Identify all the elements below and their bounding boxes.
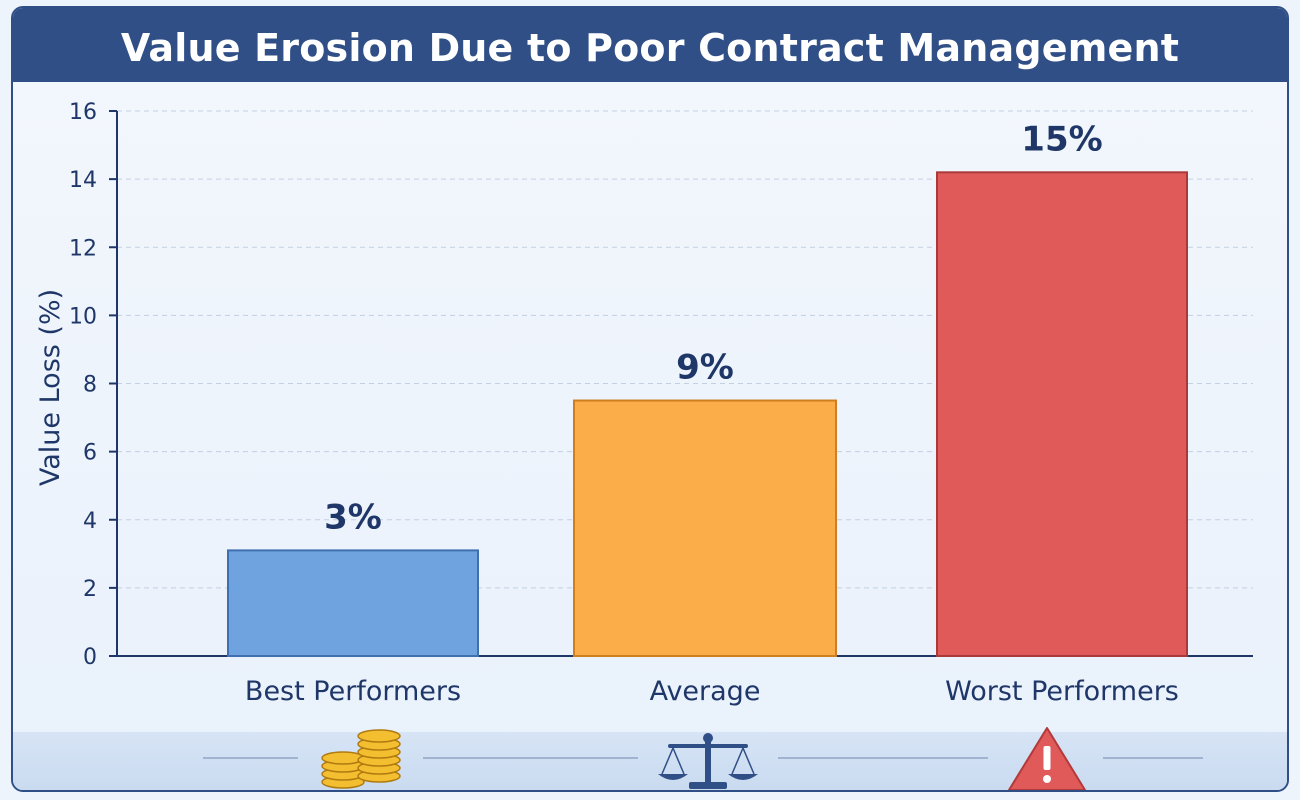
bar: [227, 549, 479, 657]
coin-stack-icon: [321, 729, 401, 789]
bar: [573, 399, 837, 657]
y-tick-label: 10: [69, 304, 97, 329]
chart-title: Value Erosion Due to Poor Contract Manag…: [120, 26, 1180, 70]
data-label: 9%: [676, 348, 734, 388]
balance-scale-icon: [658, 733, 758, 789]
footer-icons: [203, 727, 1203, 790]
data-label: 3%: [324, 497, 382, 537]
data-label: 15%: [1021, 119, 1102, 159]
y-tick-label: 4: [83, 509, 97, 534]
category-label: Best Performers: [245, 676, 461, 707]
y-axis-label: Value Loss (%): [35, 289, 66, 486]
bar: [936, 171, 1188, 657]
y-tick-label: 2: [83, 577, 97, 602]
bar-chart: 0 2 4 6 8 10 12 14 16 Value Loss (%) 3% Best Perfor…: [35, 100, 1253, 707]
title-bar: Value Erosion Due to Poor Contract Manag…: [13, 8, 1287, 82]
y-tick-label: 0: [83, 645, 97, 670]
chart-frame: Value Erosion Due to Poor Contract Manag…: [11, 6, 1289, 792]
y-tick-label: 6: [83, 441, 97, 466]
warning-triangle-icon: [1008, 727, 1086, 790]
category-label: Worst Performers: [945, 676, 1179, 707]
category-label: Average: [650, 676, 761, 707]
y-tick-label: 14: [69, 168, 97, 193]
y-tick-label: 16: [69, 100, 97, 125]
y-tick-label: 12: [69, 236, 97, 261]
y-tick-label: 8: [83, 373, 97, 398]
